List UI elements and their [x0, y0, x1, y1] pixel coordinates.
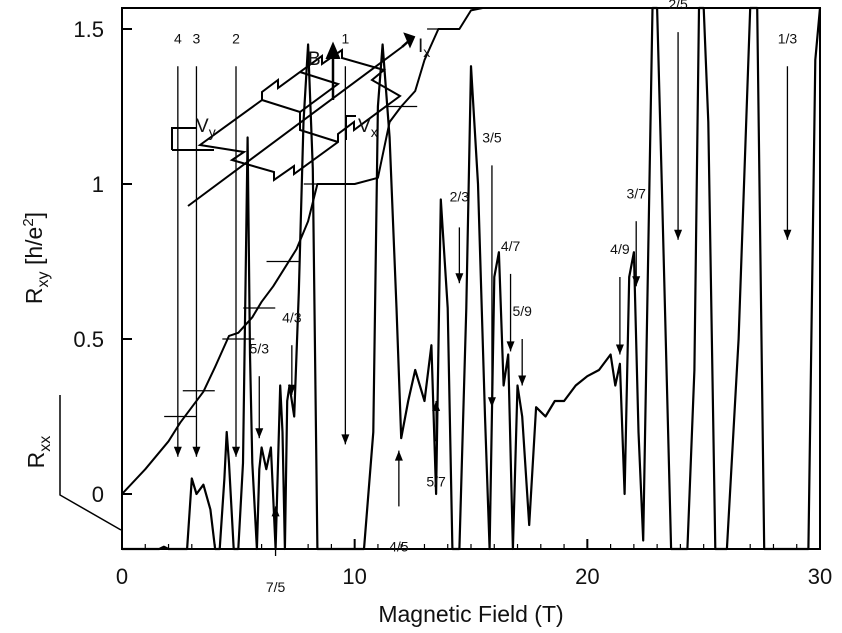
annotation-arrowhead	[232, 446, 241, 457]
inset-vy-main: V	[196, 116, 209, 137]
inset-ix-sub: x	[423, 44, 430, 60]
rxx-axis-title-sub: xx	[37, 436, 54, 452]
annotation-label: 5/3	[250, 340, 270, 356]
x-tick-label: 20	[575, 564, 599, 589]
annotation-label: 1	[341, 30, 349, 46]
rxx-axis-title-main: R	[23, 452, 49, 469]
annotation-label: 4/9	[610, 241, 630, 257]
x-axis-title: Magnetic Field (T)	[378, 601, 563, 627]
inset-vx-main: V	[358, 116, 371, 137]
annotation-arrowhead	[341, 434, 350, 445]
annotation-label: 2/5	[668, 0, 688, 12]
rxx-offset-bracket	[59, 395, 122, 531]
annotation-label: 4/3	[282, 309, 302, 325]
annotation-label: 7/5	[266, 579, 286, 595]
inset-ix-main: I	[418, 36, 423, 57]
rxy-curve	[121, 7, 820, 495]
annotation-arrowhead	[271, 506, 280, 517]
annotation-arrowhead	[506, 341, 515, 352]
annotation-arrowhead	[455, 273, 464, 284]
annotation-arrowhead	[783, 229, 792, 240]
annotation-arrowhead	[674, 229, 683, 240]
annotation-arrowhead	[632, 276, 641, 287]
annotation-label: 4	[174, 30, 182, 46]
annotation-arrowhead	[255, 428, 264, 439]
y-axis-ticks: 00.511.522.53	[73, 17, 132, 507]
y-tick-label: 1	[92, 172, 104, 197]
data-curves	[121, 6, 822, 551]
y-tick-label: 1.5	[73, 17, 104, 42]
y-axis-title-main: R	[21, 287, 47, 304]
annotation-arrowhead	[518, 375, 527, 386]
inset-current-arrowhead	[403, 32, 416, 49]
annotation-label: 2	[232, 30, 240, 46]
inset-b-label: B	[308, 49, 321, 70]
annotation-arrowhead	[432, 401, 441, 411]
y-axis-title: Rxy [h/e2]	[20, 212, 52, 304]
y-tick-label: 0.5	[73, 327, 104, 352]
annotation-label: 5/7	[426, 474, 446, 490]
annotation-label: 3/5	[482, 130, 502, 146]
rxx-curve	[122, 6, 822, 551]
inset-hall-bar-edge	[299, 112, 339, 143]
x-tick-label: 30	[808, 564, 832, 589]
inset-vx-label: Vx	[358, 116, 378, 140]
inset-current-line	[187, 46, 403, 207]
inset-ix-label: Ix	[418, 36, 430, 60]
rxx-axis-title: Rxx	[23, 436, 54, 469]
annotation-label: 1/3	[778, 30, 798, 46]
filling-factor-annotations: 4 3 2 1 5/3 4/3 7/5 4/5 5/7 2/3 3/5 4/7 5/9 4/9 3/7 2/5…	[173, 0, 798, 595]
annotation-arrowhead	[615, 344, 624, 355]
annotation-label: 2/3	[450, 188, 470, 204]
inset-vx-sub: x	[371, 124, 378, 140]
annotation-arrowhead	[173, 446, 182, 457]
inset-hall-bar-step	[261, 71, 341, 114]
y-axis-title-units-end: ]	[21, 212, 47, 218]
annotation-arrowhead	[487, 397, 496, 408]
inset-vy-lead	[171, 127, 196, 150]
y-tick-label: 0	[92, 482, 104, 507]
x-tick-label: 10	[342, 564, 366, 589]
hall-bar-inset	[171, 32, 416, 207]
y-axis-title-sub: xy	[35, 271, 52, 287]
inset-hall-bar	[197, 48, 402, 182]
annotation-arrowhead	[192, 446, 201, 457]
annotation-label: 3/7	[626, 185, 646, 201]
inset-b-arrowhead	[325, 41, 341, 59]
annotation-arrowhead	[394, 450, 403, 461]
annotation-arrowhead	[287, 384, 296, 395]
inset-vx-lead	[345, 115, 356, 140]
annotation-label: 3	[193, 30, 201, 46]
inset-vy-label: Vy	[196, 116, 216, 140]
annotation-label: 4/5	[389, 539, 409, 555]
y-axis-title-units-sup: 2	[20, 218, 37, 226]
annotation-label: 4/7	[501, 238, 521, 254]
x-tick-label: 0	[116, 564, 128, 589]
y-axis-title-units: [h/e	[21, 227, 47, 272]
annotation-label: 5/9	[512, 303, 532, 319]
inset-vy-sub: y	[209, 124, 216, 140]
